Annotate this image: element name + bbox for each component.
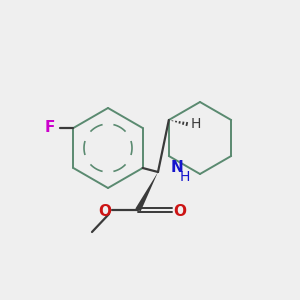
Text: H: H <box>191 117 201 131</box>
Text: N: N <box>171 160 184 175</box>
Polygon shape <box>135 172 158 211</box>
Text: O: O <box>98 203 111 218</box>
Text: H: H <box>180 170 190 184</box>
Text: F: F <box>45 121 56 136</box>
Text: O: O <box>173 203 186 218</box>
